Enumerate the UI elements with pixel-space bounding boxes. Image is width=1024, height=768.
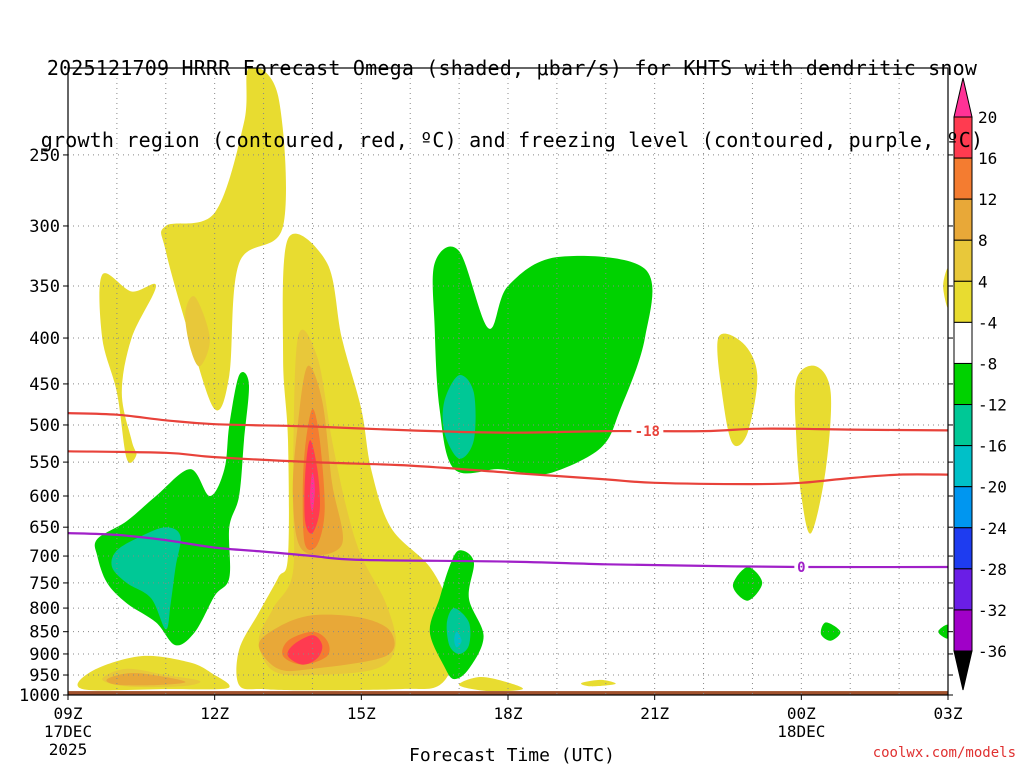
colorbar-swatch: [953, 362, 973, 406]
y-tick-label: 950: [29, 666, 60, 686]
title-line-2: growth region (contoured, red, ºC) and f…: [40, 128, 984, 152]
dgz-top-line: [68, 412, 948, 434]
x-tick-label: 21Z: [640, 704, 669, 723]
y-tick-label: 550: [29, 453, 60, 473]
omega-region-4: [943, 268, 948, 308]
x-tick-year: 2025: [49, 740, 88, 759]
y-tick-label: 500: [29, 416, 60, 436]
omega-region-20: [310, 472, 315, 512]
chart-title: 2025121709 HRRR Forecast Omega (shaded, …: [0, 8, 1024, 176]
colorbar-tick-label: -12: [978, 396, 1007, 415]
colorbar-swatch: [953, 280, 973, 323]
colorbar-tick-label: -28: [978, 560, 1007, 579]
omega-region-4: [236, 233, 455, 691]
colorbar-tick-label: -24: [978, 519, 1007, 538]
y-tick-label: 600: [29, 487, 60, 507]
y-tick-label: 1000: [19, 686, 60, 706]
dgz-label-bg: [631, 424, 664, 439]
x-tick-sublabel: 17DEC: [44, 722, 92, 741]
omega-region--4: [732, 566, 763, 601]
colorbar-tick-label: -4: [978, 313, 997, 332]
colorbar-tick-label: -16: [978, 437, 1007, 456]
colorbar-tick-label: 12: [978, 190, 997, 209]
colorbar-swatch: [953, 404, 973, 447]
colorbar-tick-label: -20: [978, 478, 1007, 497]
x-axis-label: Forecast Time (UTC): [409, 745, 615, 766]
y-tick-label: 250: [29, 146, 60, 166]
x-tick-label: 15Z: [347, 704, 376, 723]
colorbar-tick-label: -32: [978, 601, 1007, 620]
omega-region-12: [106, 672, 186, 686]
colorbar-tick-label: 16: [978, 149, 997, 168]
title-line-1: 2025121709 HRRR Forecast Omega (shaded, …: [46, 56, 978, 80]
colorbar-tick-label: 20: [978, 108, 997, 127]
freezing-label-bg: [794, 560, 809, 575]
omega-region-4: [99, 273, 156, 463]
x-tick-label: 00Z: [787, 704, 816, 723]
y-tick-label: 850: [29, 623, 60, 643]
colorbar-swatch: [953, 609, 973, 652]
colorbar-swatch: [953, 239, 973, 282]
omega-region--12: [454, 631, 462, 648]
colorbar-bottom-arrow: [953, 650, 973, 691]
y-tick-label: 400: [29, 329, 60, 349]
omega-region-4: [581, 679, 616, 687]
y-tick-label: 450: [29, 375, 60, 395]
freezing-level-line: [68, 532, 948, 569]
contour-layer: -18 0: [68, 412, 948, 576]
colorbar-swatch: [953, 198, 973, 241]
colorbar-swatch: [953, 486, 973, 529]
axis-layer: 2503003504004505005506006507007508008509…: [19, 67, 963, 759]
omega-region-4: [794, 365, 832, 534]
y-tick-label: 300: [29, 217, 60, 237]
omega-region-4: [458, 676, 523, 692]
colorbar-swatch: [953, 445, 973, 488]
y-tick-label: 350: [29, 277, 60, 297]
x-tick-label: 03Z: [934, 704, 963, 723]
colorbar-tick-label: 4: [978, 272, 988, 291]
x-tick-sublabel: 18DEC: [777, 722, 825, 741]
colorbar-swatch: [953, 568, 973, 611]
omega-region-20: [287, 635, 323, 665]
omega-region--4: [820, 622, 841, 641]
omega-region--8: [111, 527, 181, 630]
colorbar-tick-label: -8: [978, 354, 997, 373]
dgz-contour-label: -18: [635, 424, 660, 440]
y-tick-label: 650: [29, 518, 60, 538]
y-tick-label: 900: [29, 645, 60, 665]
y-tick-label: 800: [29, 599, 60, 619]
dgz-bottom-line: [68, 450, 948, 486]
y-tick-label: 750: [29, 574, 60, 594]
colorbar: 20 16 12 8 4 -4 -8 -12 -16 -20 -24 -28 -32 -36: [953, 77, 1007, 691]
omega-region--8: [446, 608, 471, 654]
freezing-contour-label: 0: [797, 560, 805, 576]
x-tick-label: 12Z: [200, 704, 229, 723]
omega-region--8: [442, 375, 476, 459]
colorbar-swatch: [953, 527, 973, 570]
colorbar-swatch: [953, 321, 973, 364]
colorbar-tick-label: 8: [978, 231, 988, 250]
omega-region-8: [185, 296, 210, 367]
omega-region--4: [94, 371, 250, 646]
omega-region--4: [432, 246, 653, 475]
colorbar-tick-label: -36: [978, 642, 1007, 661]
y-tick-label: 700: [29, 547, 60, 567]
x-tick-label: 18Z: [494, 704, 523, 723]
omega-region-4: [717, 333, 758, 447]
x-tick-label: 09Z: [54, 704, 83, 723]
credit-text: coolwx.com/models: [872, 745, 1016, 761]
